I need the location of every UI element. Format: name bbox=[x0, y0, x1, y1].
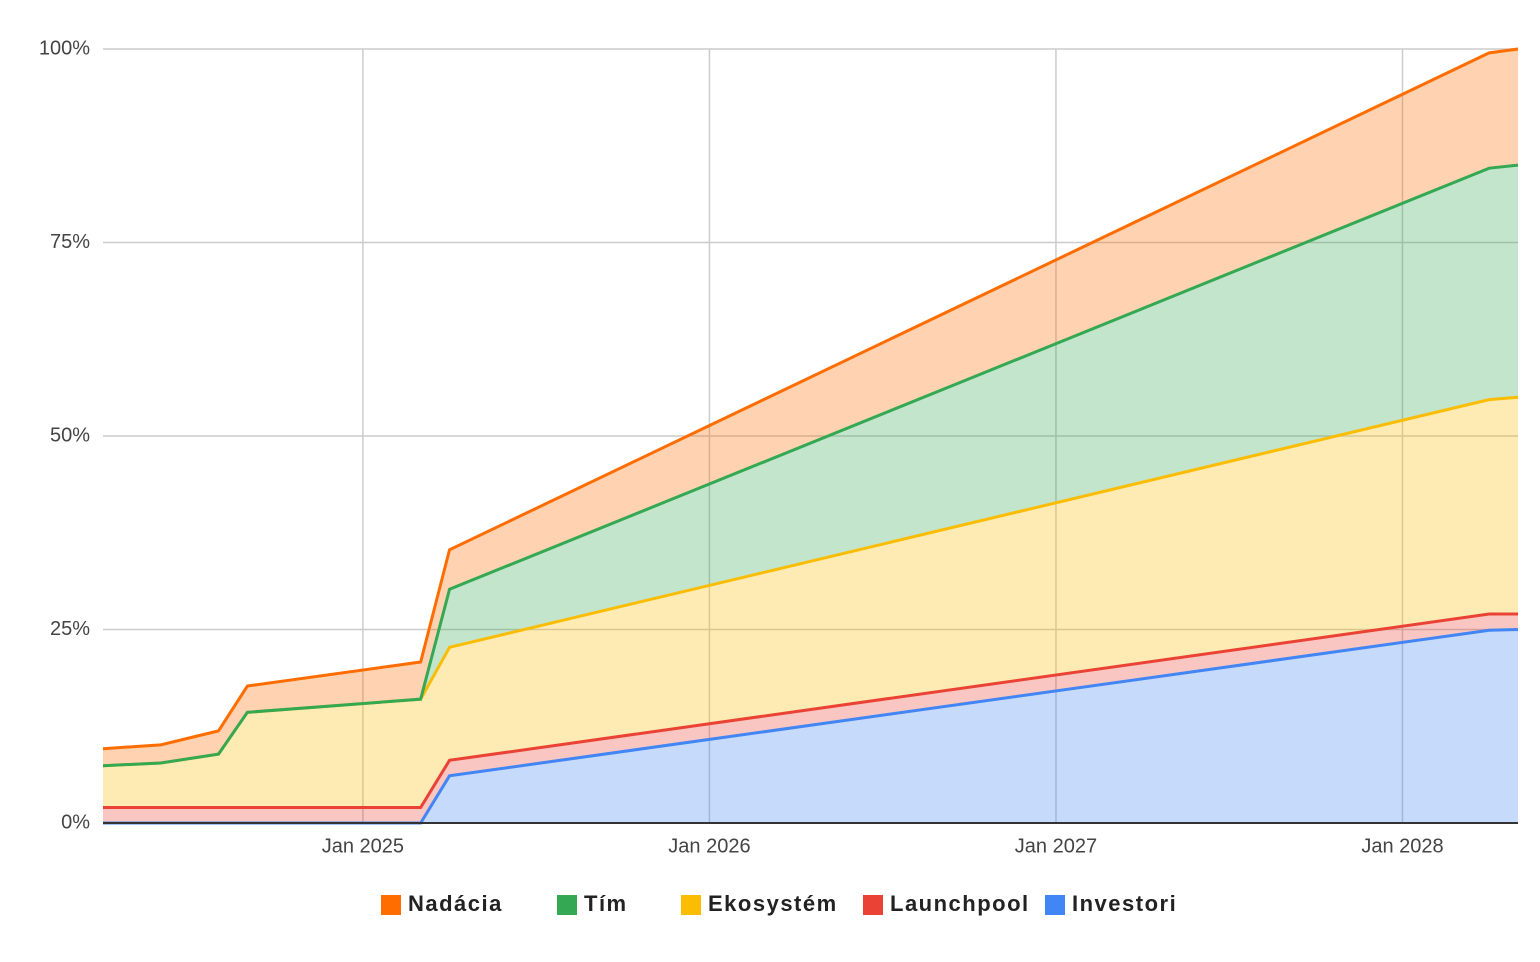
legend-text: Investori bbox=[1072, 891, 1177, 916]
y-tick-label: 50% bbox=[50, 424, 90, 446]
area-line bbox=[103, 612, 1518, 810]
area-line bbox=[102, 163, 1519, 768]
legend-swatch bbox=[863, 895, 883, 915]
area bbox=[103, 49, 1518, 766]
x-tick-label: Jan 2025 bbox=[322, 835, 404, 857]
y-tick-label: 100% bbox=[39, 37, 90, 59]
area bbox=[103, 397, 1518, 808]
y-tick-label: 75% bbox=[50, 231, 90, 253]
legend-text: Ekosystém bbox=[708, 891, 838, 916]
area bbox=[103, 165, 1518, 766]
x-tick-label: Jan 2028 bbox=[1361, 835, 1443, 857]
area bbox=[103, 614, 1518, 823]
y-tick-label: 25% bbox=[50, 618, 90, 640]
legend-swatch bbox=[381, 895, 401, 915]
legend-text: Launchpool bbox=[890, 891, 1030, 916]
x-tick-label: Jan 2027 bbox=[1015, 835, 1097, 857]
legend-swatch bbox=[1045, 895, 1065, 915]
x-tick-label: Jan 2026 bbox=[668, 835, 750, 857]
legend-text: Nadácia bbox=[408, 891, 503, 916]
area-line bbox=[102, 47, 1519, 751]
legend-text: Tím bbox=[584, 891, 628, 916]
legend-swatch bbox=[557, 895, 577, 915]
legend-swatch bbox=[681, 895, 701, 915]
y-tick-label: 0% bbox=[61, 811, 90, 833]
